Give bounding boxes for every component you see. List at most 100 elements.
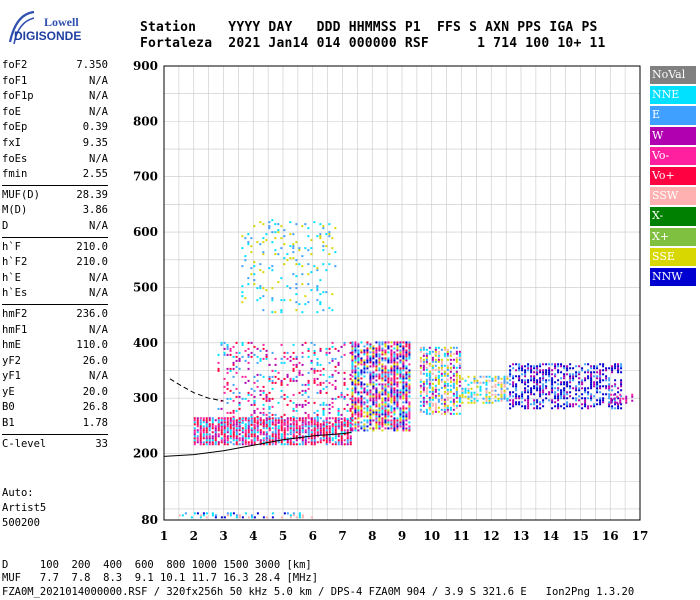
echo-mark <box>542 385 545 388</box>
echo-mark <box>253 401 256 404</box>
echo-mark <box>608 367 611 370</box>
echo-mark <box>316 441 319 444</box>
echo-mark <box>405 373 408 376</box>
echo-mark <box>527 391 530 394</box>
echo-mark <box>295 241 298 244</box>
echo-mark <box>346 441 349 444</box>
echo-mark <box>446 390 449 393</box>
echo-mark <box>452 364 455 367</box>
param-value: N/A <box>89 219 108 232</box>
echo-mark <box>184 512 187 515</box>
echo-mark <box>363 397 366 400</box>
echo-mark <box>566 365 569 368</box>
echo-mark <box>229 512 232 515</box>
param-name: yE <box>2 385 15 398</box>
echo-mark <box>229 347 232 350</box>
echo-mark <box>232 411 235 414</box>
echo-mark <box>396 367 399 370</box>
echo-mark <box>289 257 292 260</box>
echo-mark <box>271 439 274 442</box>
echo-mark <box>298 425 301 428</box>
echo-mark <box>304 421 307 424</box>
echo-mark <box>241 443 244 446</box>
echo-mark <box>205 439 208 442</box>
echo-mark <box>283 427 286 430</box>
echo-mark <box>226 343 229 346</box>
echo-mark <box>214 429 217 432</box>
echo-mark <box>238 516 241 519</box>
echo-mark <box>211 441 214 444</box>
echo-mark <box>340 425 343 428</box>
echo-mark <box>331 345 334 348</box>
echo-mark <box>241 375 244 378</box>
echo-mark <box>322 291 325 294</box>
echo-mark <box>372 409 375 412</box>
echo-mark <box>280 309 283 312</box>
echo-mark <box>307 421 310 424</box>
echo-mark <box>307 395 310 398</box>
echo-mark <box>229 433 232 436</box>
echo-mark <box>458 352 461 355</box>
echo-mark <box>325 441 328 444</box>
echo-mark <box>440 412 443 415</box>
echo-mark <box>351 407 354 410</box>
echo-mark <box>349 417 352 420</box>
echo-mark <box>378 427 381 430</box>
echo-mark <box>458 380 461 383</box>
echo-mark <box>250 237 253 240</box>
echo-mark <box>274 435 277 438</box>
echo-mark <box>280 299 283 302</box>
echo-mark <box>202 425 205 428</box>
echo-mark <box>452 404 455 407</box>
echo-mark <box>402 361 405 364</box>
echo-mark <box>542 405 545 408</box>
echo-mark <box>280 516 283 519</box>
echo-mark <box>387 383 390 386</box>
echo-mark <box>322 225 325 228</box>
echo-mark <box>349 407 352 410</box>
echo-mark <box>307 381 310 384</box>
param-name: C-level <box>2 437 47 450</box>
echo-mark <box>247 443 250 446</box>
echo-mark <box>455 406 458 409</box>
echo-mark <box>193 433 196 436</box>
echo-mark <box>614 403 617 406</box>
echo-mark <box>307 415 310 418</box>
echo-mark <box>375 375 378 378</box>
echo-mark <box>545 369 548 372</box>
echo-mark <box>369 411 372 414</box>
echo-mark <box>322 423 325 426</box>
echo-mark <box>214 514 217 517</box>
echo-mark <box>286 439 289 442</box>
echo-mark <box>425 386 428 389</box>
echo-mark <box>220 439 223 442</box>
echo-mark <box>425 366 428 369</box>
echo-mark <box>375 389 378 392</box>
echo-mark <box>211 419 214 422</box>
echo-mark <box>449 388 452 391</box>
echo-mark <box>331 431 334 434</box>
echo-mark <box>473 399 476 402</box>
echo-mark <box>378 345 381 348</box>
echo-mark <box>476 399 479 402</box>
echo-mark <box>286 425 289 428</box>
echo-mark <box>446 354 449 357</box>
echo-mark <box>527 399 530 402</box>
echo-mark <box>375 373 378 376</box>
echo-mark <box>271 413 274 416</box>
echo-mark <box>405 411 408 414</box>
echo-mark <box>467 383 470 386</box>
echo-mark <box>521 393 524 396</box>
echo-mark <box>434 410 437 413</box>
echo-mark <box>384 427 387 430</box>
echo-mark <box>515 389 518 392</box>
echo-mark <box>357 367 360 370</box>
y-tick-label: 800 <box>133 114 158 128</box>
echo-mark <box>596 381 599 384</box>
echo-mark <box>241 421 244 424</box>
echo-mark <box>292 343 295 346</box>
echo-mark <box>193 421 196 424</box>
echo-mark <box>440 348 443 351</box>
echo-mark <box>455 412 458 415</box>
echo-mark <box>542 371 545 374</box>
